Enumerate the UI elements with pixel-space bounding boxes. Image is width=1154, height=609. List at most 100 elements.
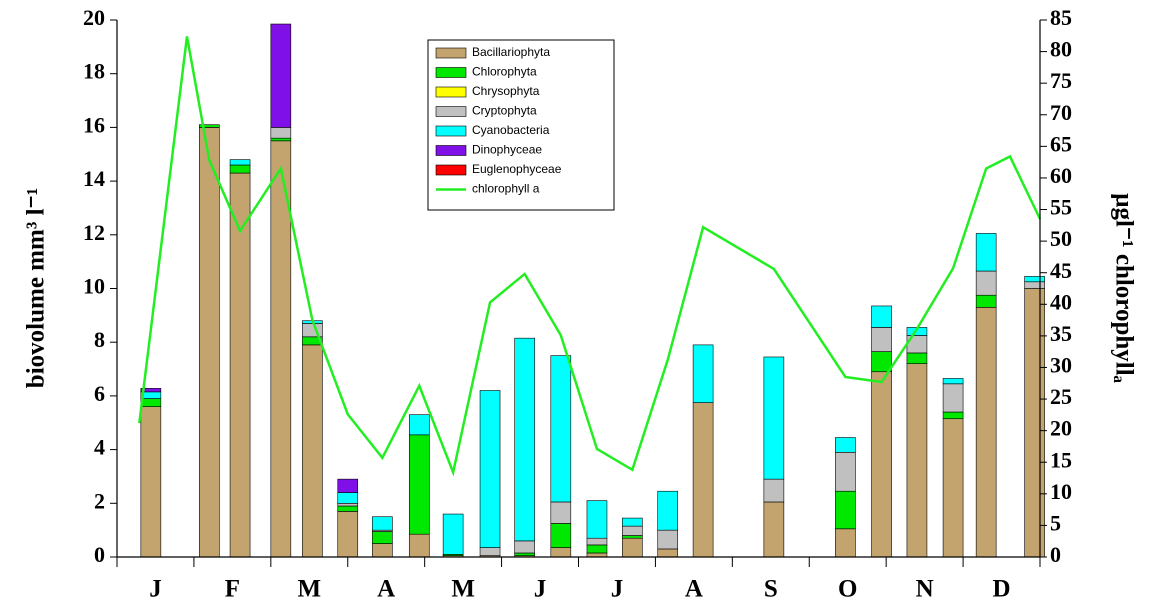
bar-segment (550, 547, 572, 558)
y2-tick-label: 25 (1050, 384, 1072, 409)
bar-segment (270, 127, 292, 139)
bar-segment (975, 306, 997, 558)
legend-label: Cyanobacteria (472, 123, 550, 137)
bar-segment (942, 383, 964, 413)
bar-segment (514, 337, 535, 542)
legend-label: Euglenophyceae (472, 162, 562, 176)
bar-segment (586, 537, 608, 546)
bar-segment (835, 528, 856, 558)
bar-segment (479, 390, 501, 548)
bar-segment (942, 418, 964, 558)
bar-segment (140, 398, 162, 407)
legend-label: chlorophyll a (472, 182, 540, 196)
y2-tick-label: 70 (1050, 100, 1072, 125)
bar-segment (586, 544, 608, 554)
y-axis-label: biovolume mm³ l⁻¹ (23, 188, 50, 388)
y-tick-label: 14 (83, 166, 105, 191)
legend-swatch (435, 164, 467, 176)
bar-segment (514, 552, 535, 556)
y2-tick-label: 20 (1050, 416, 1072, 441)
bar-segment (835, 437, 856, 453)
bar-segment (199, 127, 220, 558)
y2-tick-label: 35 (1050, 321, 1072, 346)
bar-segment (270, 23, 292, 128)
bar-segment (408, 414, 430, 436)
bar-segment (835, 451, 856, 492)
bar-segment (622, 535, 643, 539)
bar-segment (372, 531, 393, 544)
bar-segment (1024, 288, 1045, 558)
y2-tick-label: 5 (1050, 510, 1061, 535)
y-tick-label: 18 (83, 59, 105, 84)
legend-swatch (435, 125, 467, 137)
legend-swatch (435, 145, 467, 156)
bar-segment (622, 525, 643, 536)
y2-tick-label: 60 (1050, 163, 1072, 188)
y2-tick-label: 80 (1050, 37, 1072, 62)
legend-label: Cryptophyta (472, 104, 537, 118)
bar-segment (479, 547, 501, 556)
bar-segment (975, 270, 997, 296)
y-tick-label: 4 (94, 435, 105, 460)
bar-segment (906, 363, 928, 558)
bar-segment (442, 513, 464, 555)
bar-segment (408, 533, 430, 558)
y-tick-label: 2 (94, 488, 105, 513)
bar-segment (763, 478, 785, 503)
legend-label: Chrysophyta (472, 84, 540, 98)
x-tick-label: F (225, 576, 240, 603)
x-tick-label: J (149, 576, 162, 603)
legend-label: Bacillariophyta (472, 45, 550, 59)
x-tick-label: M (451, 576, 475, 603)
x-tick-label: N (916, 576, 934, 603)
bar-segment (337, 492, 359, 504)
x-tick-label: S (764, 576, 778, 603)
y2-axis-label: µgl⁻¹ chlorophyllₐ (1110, 193, 1137, 384)
bar-segment (763, 356, 785, 480)
y2-tick-label: 75 (1050, 68, 1072, 93)
bar-segment (337, 478, 359, 493)
y2-tick-label: 15 (1050, 447, 1072, 472)
bar-segment (229, 159, 251, 166)
y-tick-label: 0 (94, 542, 105, 567)
bar-segment (1024, 276, 1045, 283)
y-tick-label: 6 (94, 381, 105, 406)
bar-segment (270, 137, 292, 142)
y2-tick-label: 65 (1050, 131, 1072, 156)
legend-label: Chlorophyta (472, 65, 537, 79)
bar-segment (763, 501, 785, 558)
y-tick-label: 10 (83, 274, 105, 299)
x-tick-label: J (534, 576, 547, 603)
legend-swatch (435, 106, 467, 117)
bar-segment (975, 233, 997, 272)
legend-label: Dinophyceae (472, 143, 542, 157)
y2-tick-label: 50 (1050, 226, 1072, 251)
bar-segment (657, 490, 679, 531)
bar-segment (942, 411, 964, 420)
legend-swatch (435, 47, 467, 59)
bar-segment (550, 501, 572, 524)
bar-segment (622, 517, 643, 527)
bar-segment (871, 305, 892, 328)
bar-segment (871, 351, 892, 373)
bar-segment (1024, 281, 1045, 289)
bar-segment (408, 434, 430, 535)
bar-segment (586, 500, 608, 539)
x-tick-label: A (685, 576, 703, 603)
y-tick-label: 20 (83, 5, 105, 30)
bar-segment (372, 516, 393, 531)
y-tick-label: 12 (83, 220, 105, 245)
bar-segment (942, 378, 964, 385)
bar-segment (622, 537, 643, 558)
x-tick-label: A (377, 576, 395, 603)
bar-segment (692, 344, 714, 403)
y2-tick-label: 85 (1050, 5, 1072, 30)
bar-segment (871, 371, 892, 558)
bar-segment (692, 402, 714, 558)
x-tick-label: J (611, 576, 624, 603)
y2-tick-label: 10 (1050, 479, 1072, 504)
y2-tick-label: 40 (1050, 289, 1072, 314)
bar-segment (302, 323, 323, 338)
bar-segment (337, 502, 359, 507)
